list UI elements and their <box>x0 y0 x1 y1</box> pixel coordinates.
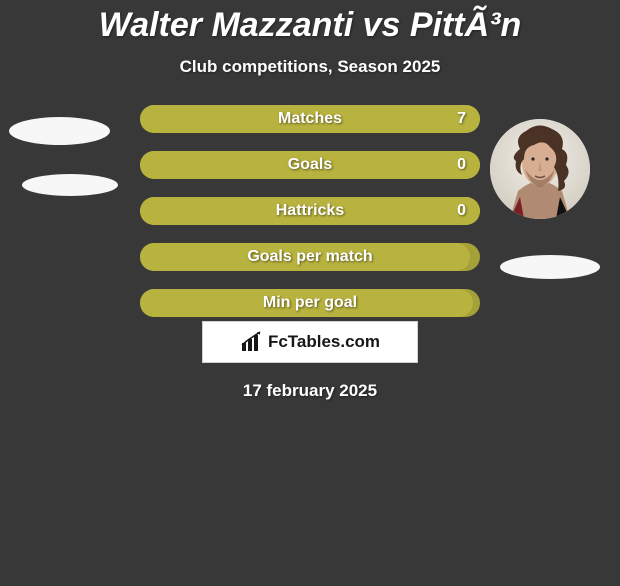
date-line: 17 february 2025 <box>0 381 620 401</box>
stat-row: Goals0 <box>140 151 480 179</box>
page-title: Walter Mazzanti vs PittÃ³n <box>0 6 620 45</box>
bar-label: Hattricks <box>140 197 480 225</box>
branding-text: FcTables.com <box>268 332 380 352</box>
stat-row: Min per goal <box>140 289 480 317</box>
avatar-icon <box>490 119 590 219</box>
bar-label: Min per goal <box>140 289 480 317</box>
bar-label: Goals <box>140 151 480 179</box>
player2-photo <box>490 119 590 219</box>
bar-value: 0 <box>457 151 466 179</box>
stat-row: Hattricks0 <box>140 197 480 225</box>
player2-name-placeholder <box>500 255 600 279</box>
bar-value: 0 <box>457 197 466 225</box>
bar-label: Matches <box>140 105 480 133</box>
stat-row: Goals per match <box>140 243 480 271</box>
player1-name-placeholder <box>22 174 118 196</box>
bar-label: Goals per match <box>140 243 480 271</box>
page-subtitle: Club competitions, Season 2025 <box>0 57 620 77</box>
stat-bars: Matches7Goals0Hattricks0Goals per matchM… <box>140 105 480 335</box>
player1-photo-placeholder <box>9 117 110 145</box>
bar-value: 7 <box>457 105 466 133</box>
stat-row: Matches7 <box>140 105 480 133</box>
